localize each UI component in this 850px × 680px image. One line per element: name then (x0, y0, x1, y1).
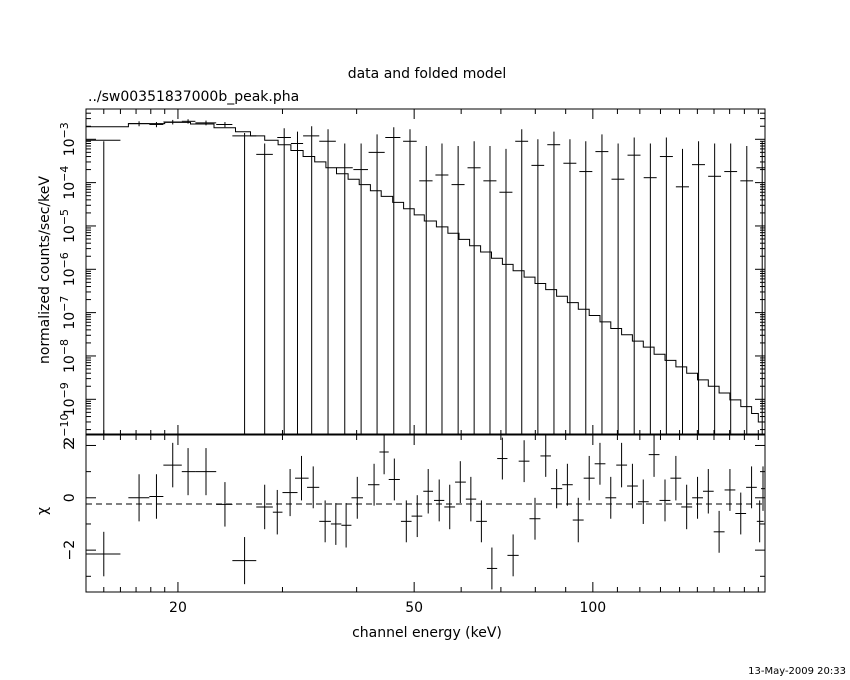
chart-title: data and folded model (348, 66, 507, 82)
y-tick-label: 10−6 (58, 252, 78, 286)
residual-y-tick-labels: −2 0 2 (62, 441, 78, 560)
y-tick-label: 2−10 (58, 414, 78, 446)
x-tick-label: 50 (405, 600, 423, 616)
y-tick-label: 10−9 (58, 382, 78, 416)
y-tick-label: 10−3 (58, 122, 78, 156)
data-series (86, 119, 765, 435)
spectrum-frame (85, 108, 766, 436)
residual-frame (85, 434, 766, 593)
y-tick-label: 10−8 (58, 339, 78, 373)
residual-x-tick-labels: 20 50 100 (169, 600, 606, 616)
res-y-tick-label: 2 (62, 441, 78, 450)
y-tick-label: 10−4 (58, 166, 78, 200)
res-y-tick-label: 0 (62, 493, 78, 502)
residual-panel: −2 0 2 20 50 100 (62, 434, 766, 616)
folded-model-series (86, 121, 765, 423)
x-tick-label: 20 (169, 600, 187, 616)
x-tick-label: 100 (579, 600, 606, 616)
residual-y-axis-label: χ (35, 507, 51, 515)
res-y-tick-label: −2 (62, 540, 78, 561)
residual-series (86, 435, 765, 590)
spectrum-axis-ticks (86, 109, 765, 435)
residual-axis-ticks (86, 435, 765, 592)
y-tick-label: 10−5 (58, 209, 78, 243)
plot-timestamp: 13-May-2009 20:33 (748, 666, 846, 677)
spectrum-y-axis-label: normalized counts/sec/keV (37, 176, 53, 364)
chart-subtitle: ../sw00351837000b_peak.pha (88, 89, 299, 105)
x-axis-label: channel energy (keV) (352, 625, 502, 641)
y-tick-label: 10−7 (58, 296, 78, 330)
folded-model-line (86, 121, 765, 423)
